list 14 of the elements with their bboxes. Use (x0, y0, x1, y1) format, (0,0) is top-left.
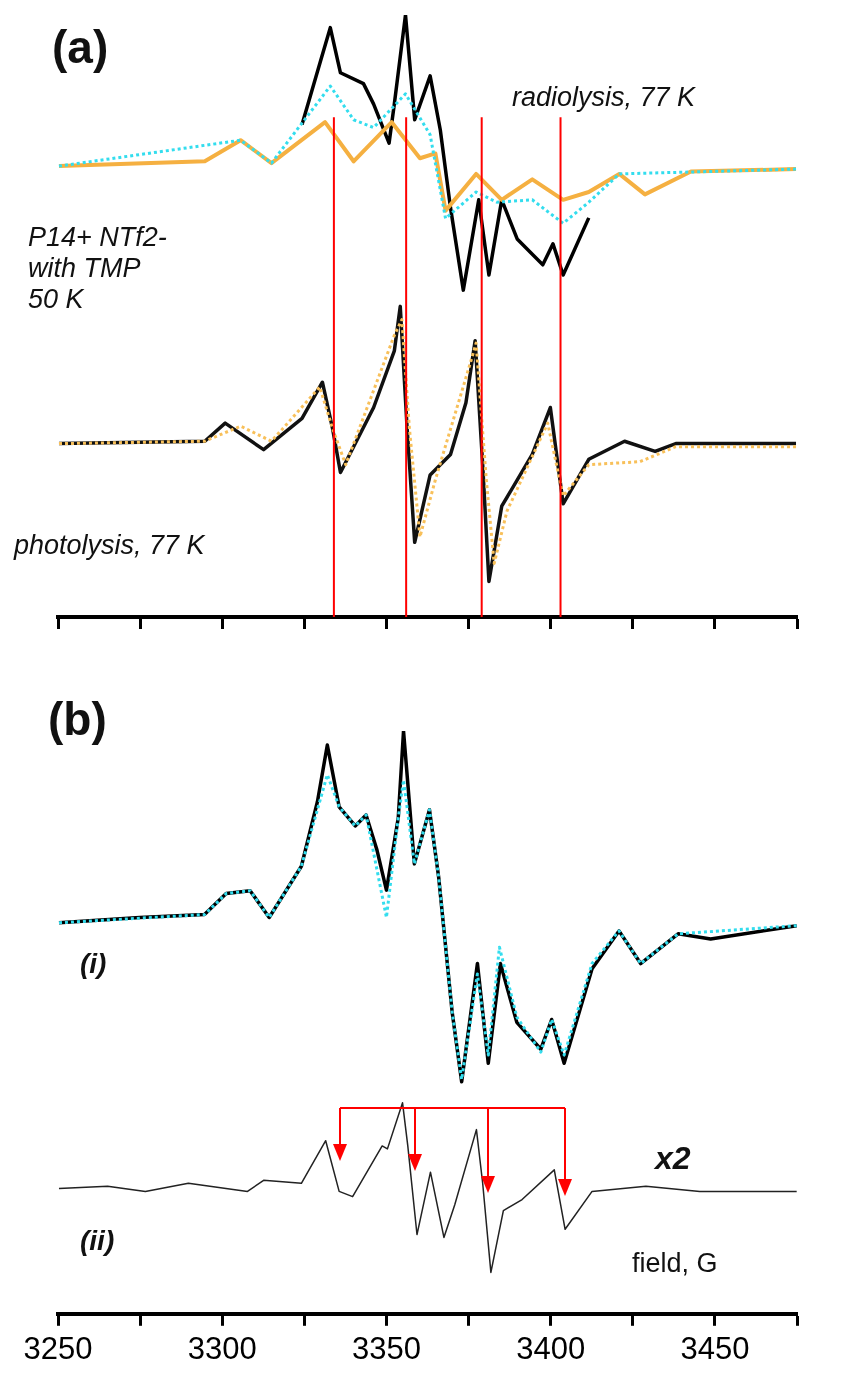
x-tick-label: 3450 (680, 1330, 750, 1366)
annotation: (i) (80, 948, 107, 980)
x-tick-label: 3400 (516, 1330, 586, 1366)
x-axis-title: field, G (632, 1248, 718, 1279)
annotation: P14+ NTf2- with TMP 50 K (28, 222, 167, 315)
x-tick-label: 3300 (187, 1330, 257, 1366)
annotation: radiolysis, 77 K (512, 82, 696, 113)
x-tick-label: 3250 (23, 1330, 93, 1366)
annotation: (ii) (80, 1225, 115, 1257)
x-tick-label: 3350 (351, 1330, 421, 1366)
annotation: photolysis, 77 K (14, 530, 205, 561)
annotation: (a) (52, 20, 109, 74)
annotation: x2 (655, 1140, 691, 1177)
annotation: (b) (48, 692, 107, 746)
